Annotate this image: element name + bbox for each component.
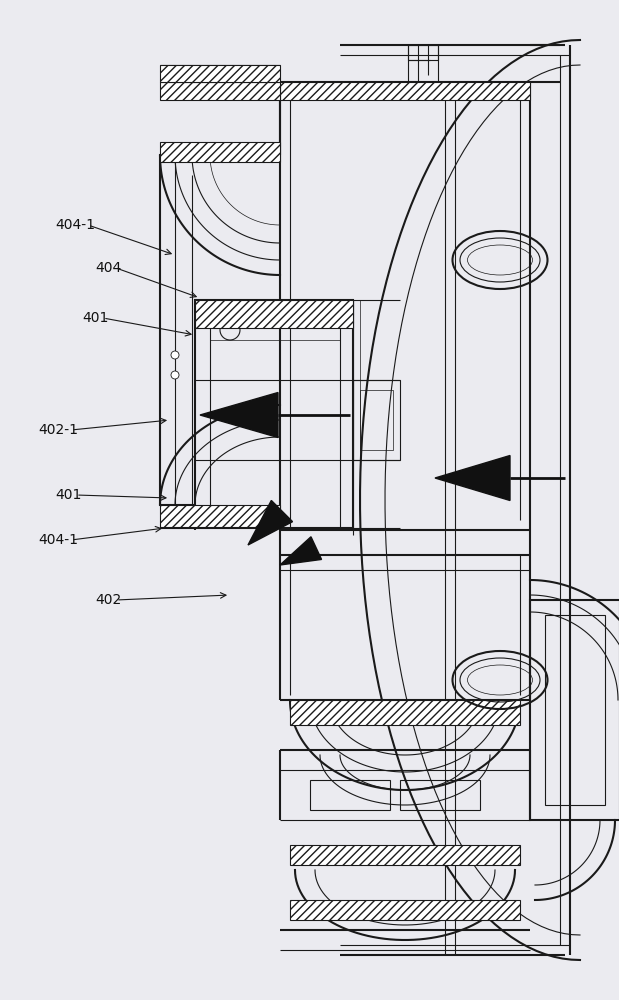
Polygon shape — [435, 456, 510, 500]
Bar — [290, 845, 520, 865]
Text: 404-1: 404-1 — [38, 533, 78, 547]
Bar — [195, 300, 353, 328]
Text: 404: 404 — [95, 261, 121, 275]
Text: 404-1: 404-1 — [55, 218, 95, 232]
Bar — [195, 300, 353, 528]
Bar — [360, 390, 393, 450]
Bar — [530, 600, 619, 820]
Circle shape — [171, 351, 179, 359]
Bar — [160, 142, 280, 162]
Bar — [408, 45, 438, 60]
Bar — [290, 900, 520, 920]
Bar — [310, 780, 390, 810]
Text: 402-1: 402-1 — [38, 423, 78, 437]
Bar — [160, 82, 280, 100]
Bar — [290, 700, 520, 725]
Bar — [353, 380, 400, 460]
Polygon shape — [280, 537, 321, 565]
Bar — [280, 82, 530, 100]
Text: 401: 401 — [82, 311, 108, 325]
Bar — [160, 505, 280, 527]
Bar — [160, 65, 280, 82]
Bar — [545, 615, 605, 805]
Polygon shape — [248, 500, 293, 545]
Text: 401: 401 — [55, 488, 81, 502]
Circle shape — [171, 371, 179, 379]
Text: 402: 402 — [95, 593, 121, 607]
Bar — [400, 780, 480, 810]
Polygon shape — [200, 392, 278, 438]
